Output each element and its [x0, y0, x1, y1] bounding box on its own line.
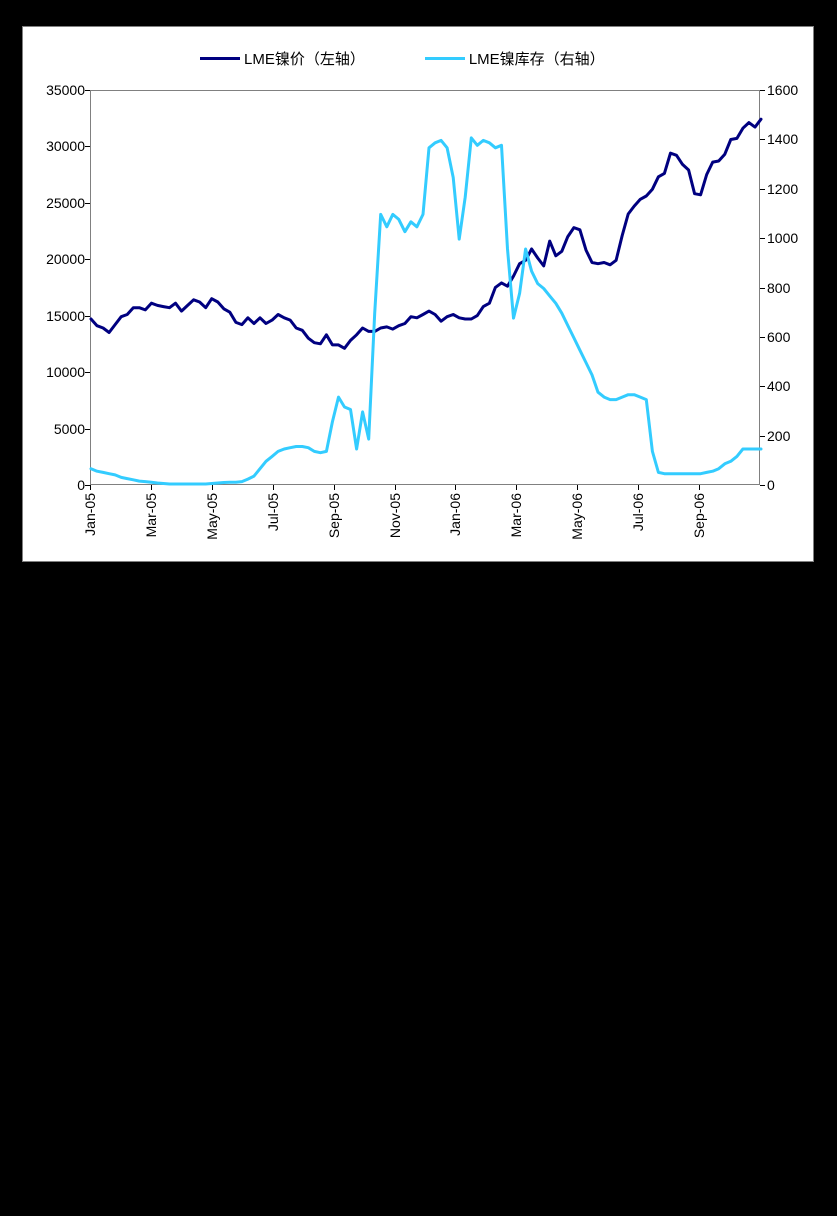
x-tick-label: May-05	[204, 493, 220, 540]
y-left-tick	[85, 259, 90, 260]
y-right-tick-label: 1600	[767, 82, 817, 98]
legend-swatch	[200, 57, 240, 60]
y-right-tick	[760, 90, 765, 91]
y-left-tick	[85, 316, 90, 317]
y-right-tick-label: 1400	[767, 131, 817, 147]
x-tick	[395, 485, 396, 490]
x-tick-label: Sep-06	[691, 493, 707, 538]
y-right-tick	[760, 139, 765, 140]
y-left-tick-label: 0	[35, 477, 85, 493]
x-tick	[334, 485, 335, 490]
x-tick	[90, 485, 91, 490]
y-left-tick-label: 30000	[35, 138, 85, 154]
x-tick	[699, 485, 700, 490]
legend: LME镍价（左轴） LME镍库存（右轴）	[200, 48, 605, 69]
y-left-tick	[85, 429, 90, 430]
x-tick-label: Sep-05	[326, 493, 342, 538]
y-right-tick	[760, 386, 765, 387]
y-right-tick	[760, 337, 765, 338]
y-right-tick-label: 800	[767, 280, 817, 296]
legend-swatch	[425, 57, 465, 60]
y-right-tick-label: 0	[767, 477, 817, 493]
y-right-tick	[760, 238, 765, 239]
legend-label: LME镍库存（右轴）	[469, 48, 605, 69]
x-tick-label: Jul-05	[265, 493, 281, 531]
legend-item: LME镍价（左轴）	[200, 48, 365, 69]
y-left-tick-label: 15000	[35, 308, 85, 324]
x-tick-label: Jul-06	[630, 493, 646, 531]
x-tick-label: Jan-06	[447, 493, 463, 536]
x-tick	[151, 485, 152, 490]
x-tick	[273, 485, 274, 490]
series-line	[91, 138, 761, 484]
y-right-tick-label: 200	[767, 428, 817, 444]
y-left-tick	[85, 146, 90, 147]
x-tick	[455, 485, 456, 490]
plot-area	[90, 90, 760, 485]
y-right-tick-label: 1000	[767, 230, 817, 246]
y-left-tick-label: 35000	[35, 82, 85, 98]
y-right-tick	[760, 436, 765, 437]
series-line	[91, 119, 761, 348]
y-left-tick	[85, 90, 90, 91]
x-tick	[212, 485, 213, 490]
y-left-tick	[85, 203, 90, 204]
y-right-tick-label: 600	[767, 329, 817, 345]
y-left-tick-label: 20000	[35, 251, 85, 267]
y-left-tick-label: 25000	[35, 195, 85, 211]
x-tick-label: May-06	[569, 493, 585, 540]
x-tick-label: Jan-05	[82, 493, 98, 536]
y-right-tick-label: 400	[767, 378, 817, 394]
x-tick-label: Mar-05	[143, 493, 159, 537]
y-right-tick-label: 1200	[767, 181, 817, 197]
y-left-tick	[85, 372, 90, 373]
x-tick	[516, 485, 517, 490]
y-left-tick-label: 10000	[35, 364, 85, 380]
y-left-tick-label: 5000	[35, 421, 85, 437]
legend-item: LME镍库存（右轴）	[425, 48, 605, 69]
x-tick	[577, 485, 578, 490]
x-tick	[638, 485, 639, 490]
y-right-tick	[760, 485, 765, 486]
series-svg	[91, 91, 761, 486]
y-right-tick	[760, 288, 765, 289]
legend-label: LME镍价（左轴）	[244, 48, 365, 69]
y-right-tick	[760, 189, 765, 190]
x-tick-label: Nov-05	[387, 493, 403, 538]
x-tick-label: Mar-06	[508, 493, 524, 537]
